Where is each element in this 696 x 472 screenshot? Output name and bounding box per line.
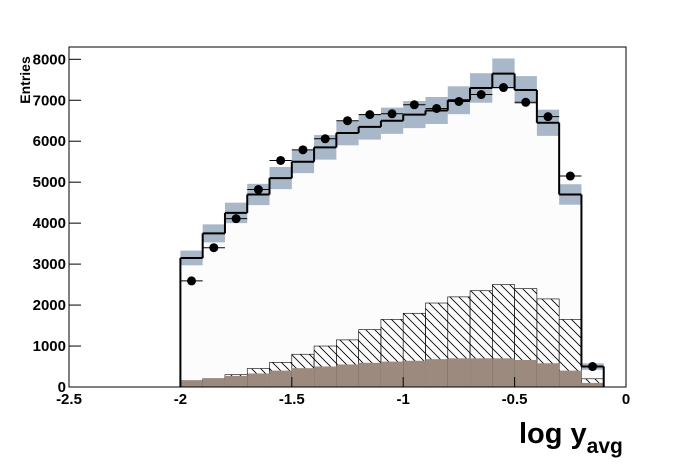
x-tick-label: -0.5 — [502, 391, 528, 408]
data-point — [298, 145, 308, 155]
x-tick-label: -1.5 — [279, 391, 305, 408]
data-point — [365, 110, 375, 120]
y-tick-label: 1000 — [33, 338, 66, 355]
data-point — [187, 276, 197, 286]
data-point — [253, 185, 263, 195]
bar — [202, 233, 225, 387]
bar — [224, 212, 248, 387]
data-point — [498, 83, 508, 93]
bar — [358, 362, 381, 387]
bar — [269, 370, 292, 387]
y-axis-label: Entries — [17, 56, 33, 104]
bar — [247, 194, 270, 387]
bar — [380, 361, 404, 387]
data-point — [409, 100, 419, 110]
bar — [536, 363, 560, 387]
y-tick-label: 3000 — [33, 256, 66, 273]
x-tick-label: 0 — [622, 391, 630, 408]
data-point — [521, 97, 531, 107]
bar — [470, 358, 493, 387]
bar — [336, 364, 359, 387]
data-point — [432, 103, 442, 113]
frame — [68, 46, 627, 388]
bar — [180, 380, 203, 387]
data-point — [588, 362, 598, 372]
data-point — [454, 96, 464, 106]
y-tick-label: 5000 — [33, 174, 66, 191]
bar — [247, 373, 270, 387]
y-tick-label: 2000 — [33, 297, 66, 314]
y-tick-label: 7000 — [33, 92, 66, 109]
data-point — [276, 155, 286, 165]
bar — [514, 359, 537, 387]
bar — [336, 133, 359, 387]
plot-area — [179, 58, 605, 388]
data-point — [476, 90, 486, 100]
data-point — [343, 116, 352, 126]
data-point — [209, 243, 219, 253]
x-axis-label-sub: avg — [587, 435, 623, 458]
data-point — [231, 214, 241, 224]
bar — [358, 126, 381, 387]
x-axis-label-main: log y — [519, 418, 587, 450]
bar — [492, 358, 515, 387]
x-axis-label: log yavg — [519, 418, 623, 458]
bar — [291, 368, 315, 387]
x-tick-label: -2.5 — [56, 391, 82, 408]
bar — [269, 178, 292, 387]
bar — [291, 161, 315, 387]
bar — [425, 359, 448, 387]
data-point — [387, 109, 397, 119]
bar — [224, 375, 248, 387]
bar — [581, 382, 604, 387]
data-point — [543, 112, 553, 122]
bar — [314, 147, 337, 387]
data-point — [320, 134, 330, 144]
x-tick-label: -2 — [174, 391, 187, 408]
y-tick-label: 8000 — [33, 51, 66, 68]
x-tick-label: -1 — [397, 391, 410, 408]
bar — [559, 370, 582, 387]
y-tick-label: 0 — [58, 379, 66, 396]
bar — [202, 378, 225, 387]
y-tick-label: 6000 — [33, 133, 66, 150]
bar — [447, 358, 471, 387]
bar — [180, 257, 203, 387]
y-tick-label: 4000 — [33, 215, 66, 232]
bar — [403, 360, 426, 387]
bar — [314, 366, 337, 387]
data-point — [565, 171, 575, 181]
